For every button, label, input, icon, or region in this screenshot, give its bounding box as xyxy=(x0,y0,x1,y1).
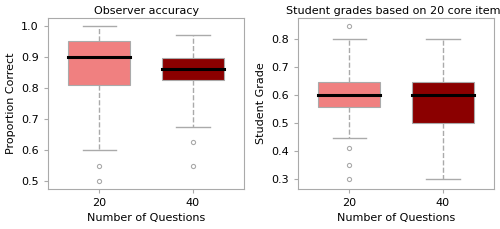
Title: Student grades based on 20 core items: Student grades based on 20 core items xyxy=(286,5,500,16)
Bar xyxy=(412,82,474,123)
Y-axis label: Student Grade: Student Grade xyxy=(256,63,266,144)
Bar xyxy=(162,58,224,80)
Bar xyxy=(68,41,130,85)
Title: Observer accuracy: Observer accuracy xyxy=(94,5,198,16)
Bar xyxy=(318,82,380,107)
X-axis label: Number of Questions: Number of Questions xyxy=(87,213,206,224)
Y-axis label: Proportion Correct: Proportion Correct xyxy=(6,52,16,154)
X-axis label: Number of Questions: Number of Questions xyxy=(337,213,456,224)
